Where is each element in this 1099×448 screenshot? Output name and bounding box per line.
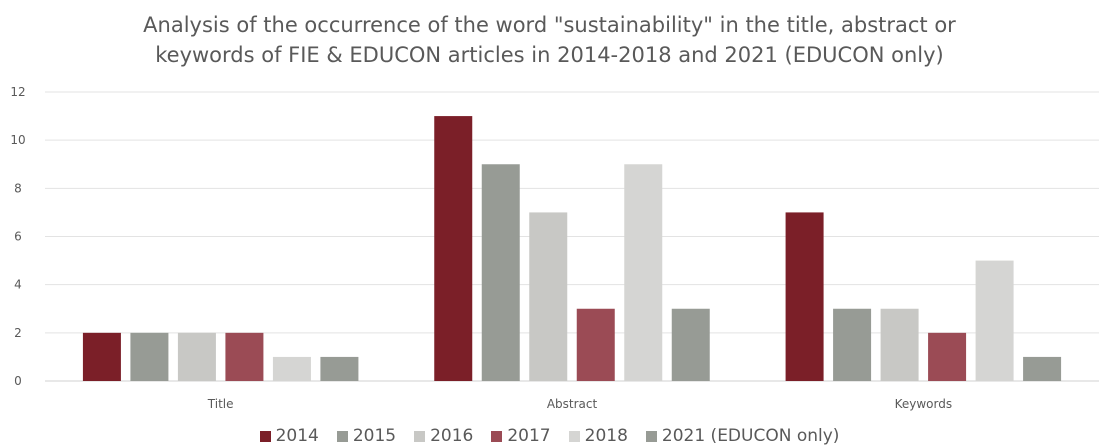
- bar: [576, 308, 615, 381]
- legend-label: 2014: [275, 426, 319, 446]
- y-tick-label: 8: [14, 181, 22, 195]
- y-tick-label: 12: [10, 85, 25, 99]
- y-tick-label: 6: [14, 230, 22, 244]
- chart-title-line-2: keywords of FIE & EDUCON articles in 201…: [155, 43, 944, 67]
- legend-item: 2017: [491, 426, 551, 446]
- chart-title-line-1: Analysis of the occurrence of the word "…: [143, 13, 956, 37]
- bar: [82, 332, 121, 381]
- legend-label: 2016: [430, 426, 474, 446]
- x-tick-label: Abstract: [547, 397, 598, 411]
- legend-swatch: [414, 430, 426, 442]
- bar: [624, 164, 663, 381]
- legend-label: 2015: [352, 426, 397, 446]
- legend-label: 2021 (EDUCON only): [661, 426, 840, 446]
- bar: [833, 308, 872, 381]
- bar: [928, 332, 967, 381]
- legend-swatch: [259, 430, 271, 442]
- legend-label: 2018: [584, 426, 628, 446]
- legend-item: 2021 (EDUCON only): [645, 426, 840, 446]
- legend-item: 2016: [414, 426, 473, 446]
- legend-item: 2018: [568, 426, 628, 446]
- y-tick-label: 4: [14, 278, 22, 292]
- legend-label: 2017: [507, 426, 551, 446]
- legend-swatch: [336, 430, 348, 442]
- bar: [434, 116, 473, 381]
- legend-item: 2014: [259, 426, 319, 446]
- bar: [481, 164, 520, 381]
- legend-swatch: [568, 430, 580, 442]
- legend-swatch: [491, 430, 503, 442]
- bar: [880, 308, 919, 381]
- legend-item: 2015: [336, 426, 397, 446]
- bar: [320, 356, 359, 381]
- y-tick-label: 2: [14, 326, 22, 340]
- x-tick-label: Keywords: [895, 397, 953, 411]
- y-tick-label: 0: [14, 374, 22, 388]
- bar: [225, 332, 264, 381]
- bar: [272, 356, 311, 381]
- x-tick-label: Title: [207, 397, 234, 411]
- y-tick-label: 10: [10, 133, 25, 147]
- bar: [177, 332, 216, 381]
- bar: [975, 260, 1014, 381]
- bar: [529, 212, 568, 381]
- bar: [130, 332, 169, 381]
- legend: 2014 2015 2016 2017 2018 2021 (EDUCON only): [0, 424, 1099, 448]
- bar: [1023, 356, 1062, 381]
- bar: [785, 212, 824, 381]
- chart-title: Analysis of the occurrence of the word "…: [0, 10, 1099, 70]
- bar: [671, 308, 710, 381]
- legend-swatch: [645, 430, 657, 442]
